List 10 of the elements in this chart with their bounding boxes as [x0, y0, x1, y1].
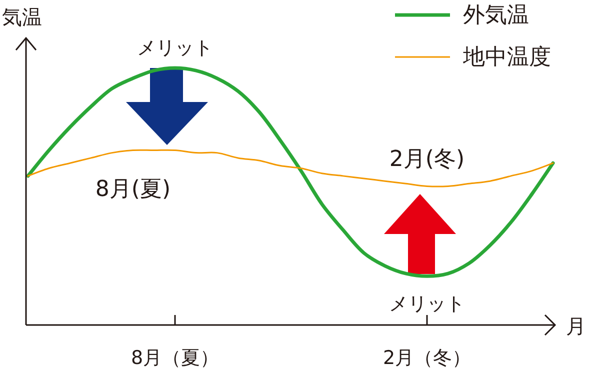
x-tick-label: 2月（冬） — [382, 347, 472, 369]
text: メリット — [137, 37, 213, 59]
annotation: 8月(夏) — [95, 177, 171, 202]
x-tick-label: 8月（夏） — [130, 347, 220, 369]
legend-label: 外気温 — [463, 3, 529, 28]
annotation: メリット — [389, 293, 465, 316]
x-axis-title: 月 — [566, 314, 586, 338]
annotation: 2月(冬) — [389, 147, 465, 172]
legend-label: 地中温度 — [462, 45, 551, 70]
y-axis-title: 気温 — [2, 5, 42, 29]
